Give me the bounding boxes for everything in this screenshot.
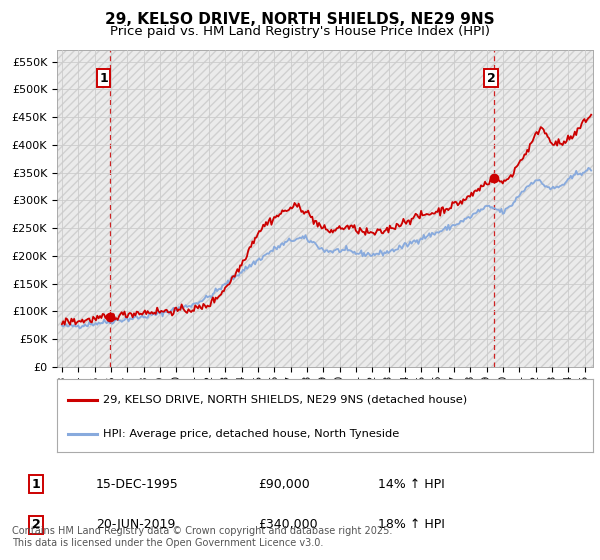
Text: HPI: Average price, detached house, North Tyneside: HPI: Average price, detached house, Nort…: [103, 429, 399, 438]
Text: 29, KELSO DRIVE, NORTH SHIELDS, NE29 9NS (detached house): 29, KELSO DRIVE, NORTH SHIELDS, NE29 9NS…: [103, 394, 467, 404]
Text: 1: 1: [32, 478, 40, 491]
Text: 14% ↑ HPI: 14% ↑ HPI: [378, 478, 445, 491]
Text: 20-JUN-2019: 20-JUN-2019: [96, 518, 175, 531]
Text: 2: 2: [32, 518, 40, 531]
Text: £340,000: £340,000: [258, 518, 317, 531]
Text: Contains HM Land Registry data © Crown copyright and database right 2025.
This d: Contains HM Land Registry data © Crown c…: [12, 526, 392, 548]
Text: 2: 2: [487, 72, 496, 85]
Polygon shape: [57, 50, 593, 367]
Text: 18% ↑ HPI: 18% ↑ HPI: [378, 518, 445, 531]
Text: £90,000: £90,000: [258, 478, 310, 491]
Text: Price paid vs. HM Land Registry's House Price Index (HPI): Price paid vs. HM Land Registry's House …: [110, 25, 490, 38]
Text: 1: 1: [100, 72, 108, 85]
Text: 29, KELSO DRIVE, NORTH SHIELDS, NE29 9NS: 29, KELSO DRIVE, NORTH SHIELDS, NE29 9NS: [105, 12, 495, 27]
Text: 15-DEC-1995: 15-DEC-1995: [96, 478, 179, 491]
